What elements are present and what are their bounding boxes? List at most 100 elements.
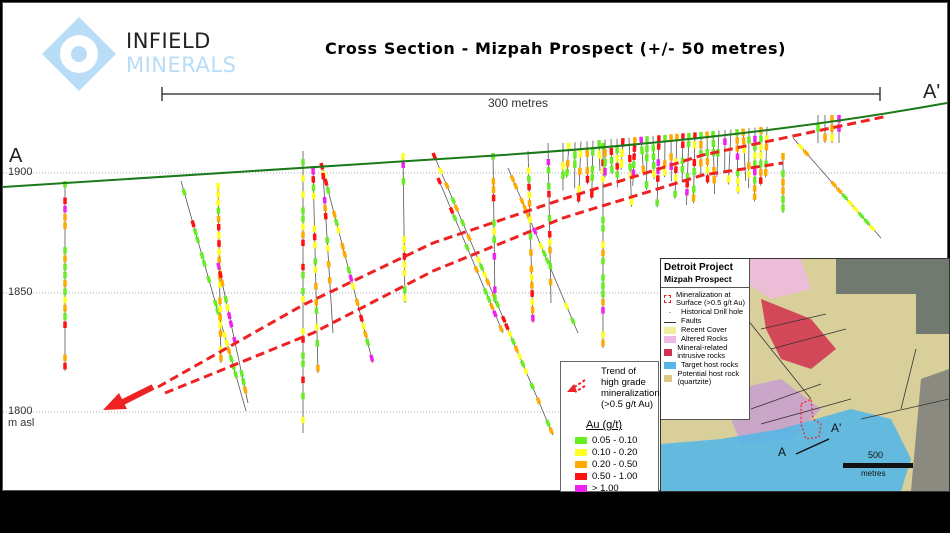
trend-arrow-icon	[103, 384, 155, 410]
assay-interval	[485, 278, 491, 286]
swatch-icon	[664, 335, 676, 343]
assay-interval	[212, 299, 219, 307]
drill-hole-dot-icon: ·	[668, 307, 672, 317]
fault-line-icon	[664, 319, 676, 323]
assay-interval	[498, 324, 504, 333]
inset-subtitle: Mizpah Prospect	[661, 273, 749, 288]
assay-interval	[346, 266, 352, 274]
assay-interval	[507, 330, 513, 338]
au-legend-item: 0.10 - 0.20	[575, 447, 637, 458]
assay-interval	[478, 263, 485, 271]
assay-interval	[239, 369, 245, 378]
assay-interval	[325, 186, 331, 194]
drill-holes	[63, 115, 882, 436]
au-legend-title: Au (g/t)	[586, 419, 623, 431]
assay-interval	[620, 148, 625, 158]
assay-interval	[199, 251, 205, 260]
assay-interval	[206, 275, 212, 283]
au-legend-item: 0.20 - 0.50	[575, 459, 637, 470]
assay-interval	[541, 249, 548, 258]
assay-interval	[335, 226, 341, 234]
section-end-label: A'	[923, 81, 941, 103]
topographic-surface-line	[3, 102, 947, 188]
inset-legend-item: · Historical Drill hole	[664, 307, 746, 317]
elevation-label-1850: 1850	[8, 286, 33, 298]
drill-hole-trace	[402, 152, 406, 304]
elevation-label-1800: 1800	[8, 405, 33, 417]
assay-interval	[340, 242, 346, 250]
assay-interval	[466, 233, 472, 242]
inset-section-line	[795, 438, 830, 455]
au-legend-item: 0.50 - 1.00	[575, 471, 637, 482]
assay-interval	[436, 177, 443, 185]
assay-interval	[563, 302, 570, 310]
inset-scale-bar	[843, 463, 913, 468]
swatch-icon	[664, 348, 673, 356]
assay-interval	[835, 186, 843, 195]
assay-interval	[619, 159, 624, 168]
drill-hole-trace	[674, 133, 678, 199]
assay-interval	[233, 370, 239, 379]
drill-hole-trace	[320, 162, 374, 364]
inset-legend: Detroit Project Mizpah Prospect Minerali…	[661, 259, 750, 420]
assay-interval	[240, 377, 246, 386]
assay-interval	[475, 256, 482, 264]
assay-interval	[331, 210, 337, 218]
inset-section-start: A	[778, 445, 787, 459]
assay-interval	[450, 196, 457, 205]
assay-interval	[519, 197, 525, 205]
elevation-label-1900: 1900	[8, 166, 33, 178]
assay-interval	[545, 419, 551, 427]
assay-interval	[863, 218, 871, 226]
grade-legend: Trend of high grade mineralization (>0.5…	[560, 361, 660, 494]
assay-interval	[431, 152, 438, 160]
inset-legend-item: Mineral-related intrusive rocks	[664, 344, 746, 360]
assay-interval	[485, 295, 492, 303]
assay-interval	[841, 193, 849, 201]
assay-interval	[195, 236, 201, 244]
assay-interval	[228, 355, 234, 363]
inset-scale-label: 500	[868, 450, 884, 460]
au-legend-item: > 1.00	[575, 483, 637, 494]
assay-interval	[218, 270, 223, 279]
trend-line-lower	[164, 161, 784, 395]
assay-interval	[852, 205, 860, 213]
assay-interval	[531, 227, 538, 235]
cross-section-figure: INFIELD MINERALS Cross Section - Mizpah …	[2, 2, 950, 494]
assay-interval	[516, 352, 523, 360]
assay-interval	[190, 220, 196, 228]
trend-legend-text: high grade	[601, 377, 646, 388]
assay-interval	[362, 330, 369, 338]
cross-section-plot	[3, 17, 947, 436]
swatch-icon	[664, 326, 676, 334]
location-inset-map: A A' 500 metres Detroit Project Mizpah P…	[660, 258, 950, 492]
swatch-icon	[664, 361, 676, 369]
assay-interval	[181, 188, 187, 196]
elevation-unit: m asl	[8, 417, 35, 429]
assay-interval	[216, 262, 222, 270]
trend-legend-text: mineralization	[601, 388, 660, 399]
section-start-label: A	[9, 145, 23, 167]
assay-interval	[226, 312, 232, 320]
assay-interval	[354, 298, 360, 306]
assay-interval	[504, 322, 510, 331]
assay-interval	[489, 302, 495, 311]
assay-interval	[846, 199, 854, 207]
assay-interval	[529, 382, 536, 390]
assay-interval	[223, 295, 229, 303]
inset-scale-unit: metres	[861, 469, 886, 478]
assay-interval	[192, 228, 198, 236]
assay-interval	[448, 206, 455, 215]
assay-interval	[500, 315, 507, 323]
logo-text-minerals: MINERALS	[126, 53, 237, 77]
assay-interval	[868, 224, 876, 232]
assay-interval	[492, 310, 498, 318]
scale-bar-label: 300 metres	[488, 96, 549, 110]
inset-legend-item: Faults	[664, 317, 746, 325]
assay-interval	[333, 218, 339, 226]
swatch-icon	[575, 461, 587, 468]
assay-interval	[522, 367, 529, 375]
inset-legend-item: Target host rocks	[664, 361, 746, 369]
swatch-icon	[664, 374, 673, 382]
scale-bar	[161, 87, 881, 101]
